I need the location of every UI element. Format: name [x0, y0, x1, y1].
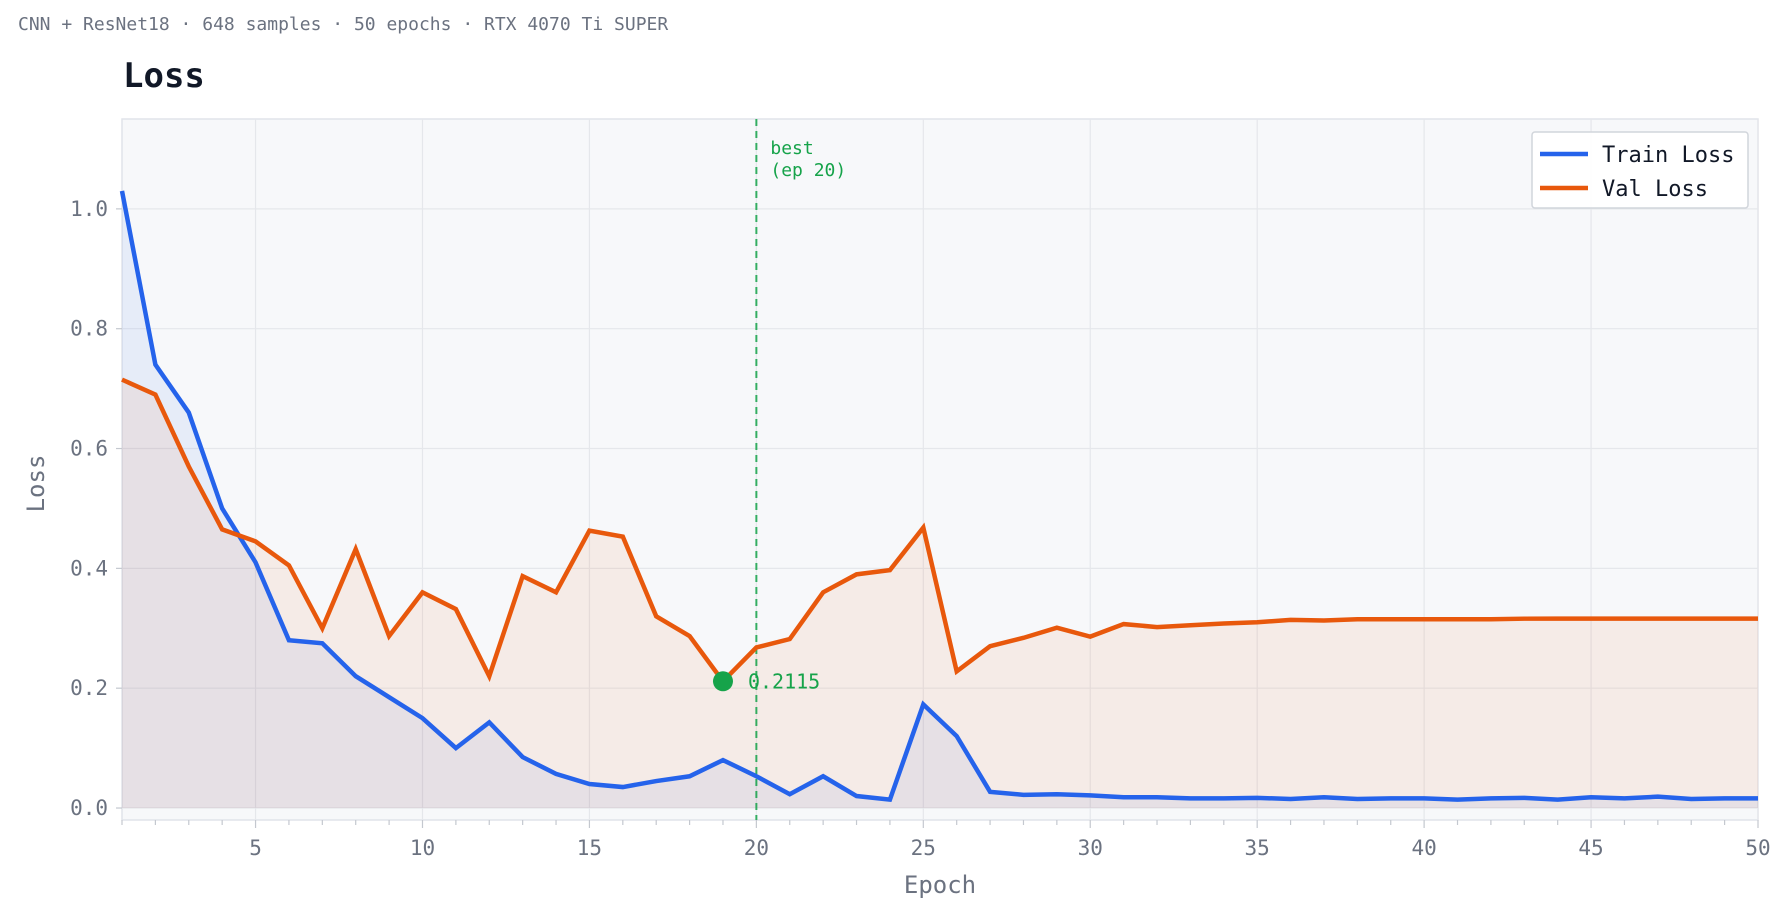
x-tick-label: 30	[1078, 836, 1103, 860]
y-tick-label: 0.8	[70, 317, 108, 341]
x-tick-label: 10	[410, 836, 435, 860]
best-point-label: 0.2115	[748, 669, 820, 693]
x-tick-label: 15	[577, 836, 602, 860]
x-tick-label: 40	[1411, 836, 1436, 860]
best-epoch-label: best (ep 20)	[770, 138, 846, 181]
legend-entry-label: Train Loss	[1602, 143, 1734, 168]
x-tick-label: 35	[1245, 836, 1270, 860]
chart-title: Loss	[123, 56, 205, 96]
best-epoch-label-line: best	[770, 138, 813, 159]
y-tick-label: 0.6	[70, 437, 108, 461]
run-subtitle: CNN + ResNet18 · 648 samples · 50 epochs…	[18, 14, 669, 35]
series-line-val-loss	[121, 377, 1758, 685]
best-point-marker	[712, 671, 733, 692]
y-tick-label: 0.0	[70, 796, 108, 820]
best-epoch-label-line: (ep 20)	[770, 160, 846, 181]
y-tick-label: 0.2	[70, 676, 108, 700]
x-tick-label: 25	[911, 836, 936, 860]
series-area-0	[122, 190, 1758, 809]
y-axis-label: Loss	[22, 455, 50, 513]
x-tick-label: 50	[1745, 836, 1770, 860]
axes: 5 10 15 20 25 30 35 40 45 50 0.0 0.2 0.4 0.6 0.8 1.0	[70, 197, 1771, 860]
y-tick-label: 0.4	[70, 556, 108, 580]
x-axis-label: Epoch	[904, 871, 976, 899]
x-tick-label: 20	[744, 836, 769, 860]
legend-entry-label: Val Loss	[1602, 177, 1708, 202]
series-area-1	[122, 379, 1758, 809]
legend: Train Loss Val Loss	[1531, 131, 1749, 209]
x-tick-label: 45	[1578, 836, 1603, 860]
y-tick-label: 1.0	[70, 197, 108, 221]
series-line-train-loss	[119, 190, 1758, 803]
x-tick-label: 5	[249, 836, 262, 860]
